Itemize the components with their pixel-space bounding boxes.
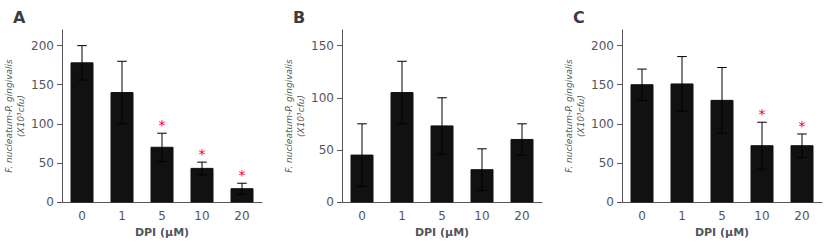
svg-text:20: 20 [794,209,809,223]
svg-text:5: 5 [718,209,726,223]
svg-text:*: * [199,146,206,162]
svg-text:(X10³cfu): (X10³cfu) [576,95,586,137]
svg-text:50: 50 [599,156,614,170]
svg-text:C: C [573,8,585,27]
svg-text:0: 0 [78,209,86,223]
svg-text:0: 0 [606,195,614,209]
svg-text:A: A [13,8,26,27]
svg-text:150: 150 [591,78,614,92]
svg-text:10: 10 [194,209,209,223]
svg-text:F. nucleatum-P. gingivalis: F. nucleatum-P. gingivalis [284,59,294,173]
svg-text:0: 0 [358,209,366,223]
svg-text:150: 150 [31,78,54,92]
svg-text:100: 100 [311,91,334,105]
svg-text:0: 0 [326,195,334,209]
svg-text:5: 5 [438,209,446,223]
svg-text:DPI (μM): DPI (μM) [415,226,469,239]
svg-text:10: 10 [474,209,489,223]
svg-text:150: 150 [311,39,334,53]
svg-text:50: 50 [319,143,334,157]
svg-text:1: 1 [118,209,126,223]
svg-text:(X10³cfu): (X10³cfu) [296,95,306,137]
svg-text:F. nucleatum-P. gingivalis: F. nucleatum-P. gingivalis [4,59,14,173]
svg-text:50: 50 [39,156,54,170]
svg-text:B: B [293,8,305,27]
svg-text:10: 10 [754,209,769,223]
svg-text:F. nucleatum-P. gingivalis: F. nucleatum-P. gingivalis [564,59,574,173]
svg-text:*: * [239,167,246,183]
svg-text:*: * [799,118,806,134]
svg-text:0: 0 [46,195,54,209]
svg-text:1: 1 [398,209,406,223]
svg-text:200: 200 [31,39,54,53]
svg-text:0: 0 [638,209,646,223]
svg-text:*: * [159,117,166,133]
svg-text:(X10³cfu): (X10³cfu) [16,95,26,137]
svg-text:200: 200 [591,39,614,53]
svg-text:20: 20 [514,209,529,223]
svg-text:DPI (μM): DPI (μM) [135,226,189,239]
svg-text:20: 20 [234,209,249,223]
svg-text:5: 5 [158,209,166,223]
svg-text:*: * [759,106,766,122]
svg-text:DPI (μM): DPI (μM) [695,226,749,239]
svg-text:100: 100 [31,117,54,131]
svg-text:100: 100 [591,117,614,131]
svg-text:1: 1 [678,209,686,223]
